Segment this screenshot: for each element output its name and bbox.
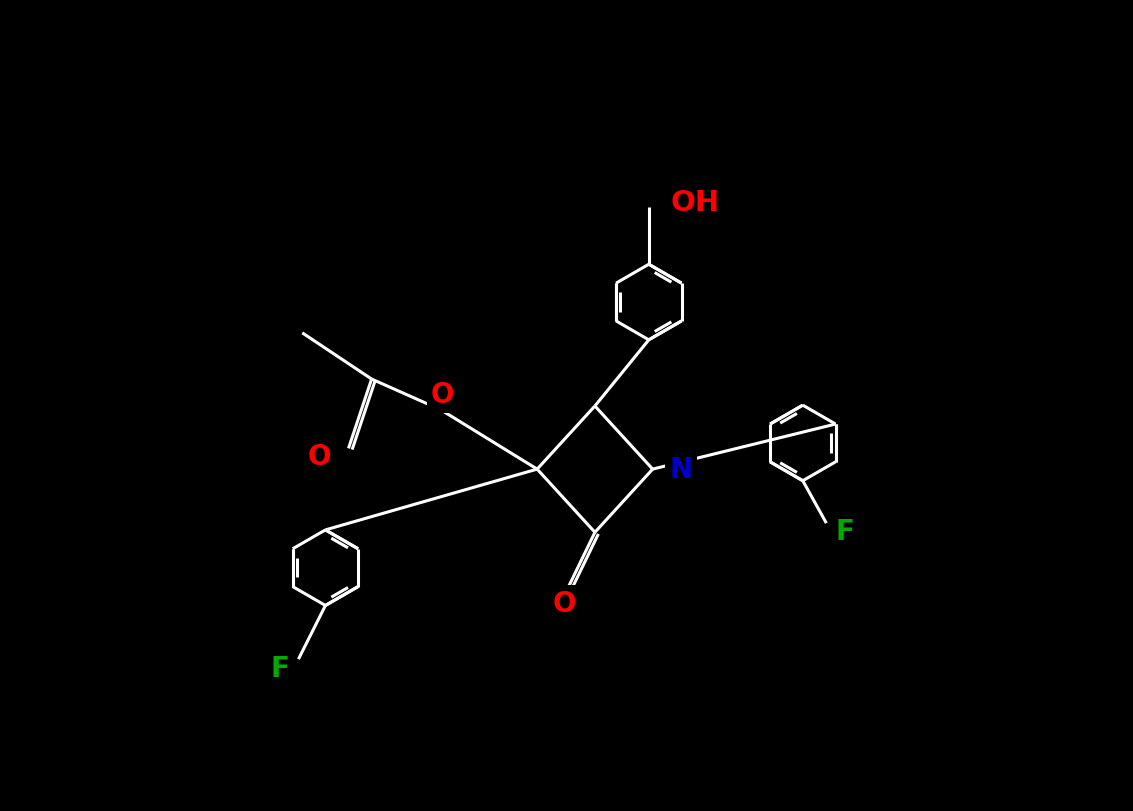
Text: O: O [308, 443, 332, 470]
Text: F: F [836, 517, 854, 545]
Text: N: N [670, 456, 692, 483]
Text: O: O [553, 590, 576, 617]
Text: OH: OH [671, 189, 719, 217]
Text: F: F [271, 654, 289, 683]
Text: O: O [431, 381, 454, 409]
